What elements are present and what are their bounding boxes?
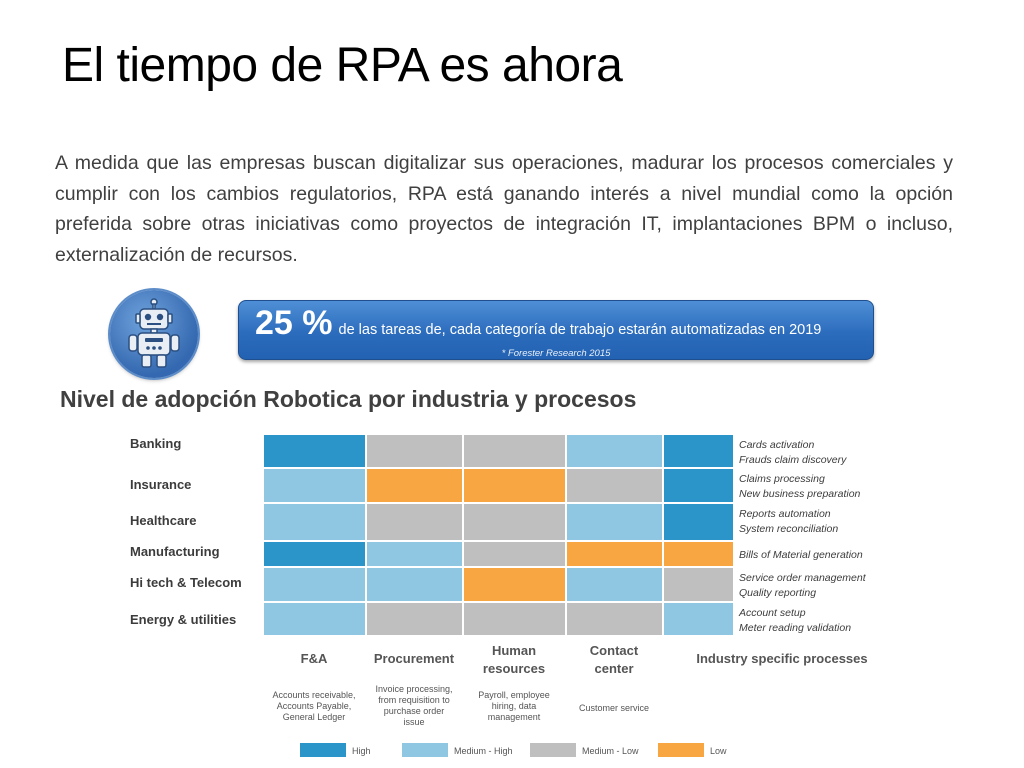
column-label-3-0: Contact — [590, 643, 639, 658]
column-desc-3-0: Customer service — [579, 703, 649, 713]
robot-icon — [128, 298, 180, 368]
column-desc-0-2: General Ledger — [283, 712, 346, 722]
column-desc-1-0: Invoice processing, — [375, 684, 452, 694]
robot-badge — [110, 290, 198, 378]
heatmap-cell-r4-c2 — [462, 566, 567, 603]
heatmap-cell-r3-c1 — [365, 540, 464, 568]
heatmap-cell-r4-c4 — [662, 566, 735, 603]
legend-label-2: Medium - Low — [582, 746, 639, 756]
column-desc-0-1: Accounts Payable, — [277, 701, 352, 711]
heatmap-cell-r1-c1 — [365, 467, 464, 504]
heatmap-cell-r0-c0 — [262, 433, 367, 469]
row-label-0: Banking — [130, 436, 181, 451]
column-desc-0-0: Accounts receivable, — [272, 690, 355, 700]
column-desc-2-2: management — [488, 712, 541, 722]
legend-label-0: High — [352, 746, 371, 756]
heatmap-cell-r3-c2 — [462, 540, 567, 568]
stat-banner: 25 % de las tareas de, cada categoría de … — [238, 300, 874, 360]
heatmap-cell-r4-c0 — [262, 566, 367, 603]
heatmap-cell-r2-c1 — [365, 502, 464, 542]
column-label-0-0: F&A — [301, 651, 328, 666]
heatmap-cell-r2-c2 — [462, 502, 567, 542]
heatmap-cell-r0-c3 — [565, 433, 664, 469]
heatmap-cell-r1-c3 — [565, 467, 664, 504]
industry-process-r4-0: Service order management — [739, 572, 867, 584]
row-label-2: Healthcare — [130, 513, 196, 528]
heatmap-cell-r5-c0 — [262, 601, 367, 637]
stat-value: 25 % — [255, 304, 333, 342]
heatmap-cell-r0-c2 — [462, 433, 567, 469]
industry-process-r4-1: Quality reporting — [739, 587, 816, 599]
industry-process-r3-0: Bills of Material generation — [739, 549, 863, 561]
industry-process-r0-0: Cards activation — [739, 439, 814, 451]
heatmap-cell-r1-c2 — [462, 467, 567, 504]
column-desc-2-0: Payroll, employee — [478, 690, 550, 700]
heatmap-cell-r0-c4 — [662, 433, 735, 469]
heatmap-cell-r1-c0 — [262, 467, 367, 504]
heatmap-cell-r2-c0 — [262, 502, 367, 542]
legend-label-1: Medium - High — [454, 746, 513, 756]
legend-swatch-2 — [530, 743, 576, 757]
heatmap-cell-r1-c4 — [662, 467, 735, 504]
heatmap-cell-r4-c3 — [565, 566, 664, 603]
heatmap-cell-r5-c2 — [462, 601, 567, 637]
stat-text: de las tareas de, cada categoría de trab… — [338, 322, 822, 338]
legend-swatch-1 — [402, 743, 448, 757]
slide-title: El tiempo de RPA es ahora — [62, 39, 623, 92]
row-label-1: Insurance — [130, 477, 191, 492]
industry-process-r1-1: New business preparation — [739, 488, 861, 500]
industry-process-r5-1: Meter reading validation — [739, 622, 851, 634]
industry-process-r0-1: Frauds claim discovery — [739, 454, 847, 466]
column-label-2-0: Human — [492, 643, 536, 658]
column-desc-2-1: hiring, data — [492, 701, 537, 711]
column-label-3-1: center — [594, 661, 633, 676]
legend-label-3: Low — [710, 746, 727, 756]
heatmap-cell-r5-c4 — [662, 601, 735, 637]
column-desc-1-2: purchase order — [384, 706, 445, 716]
industry-process-r2-0: Reports automation — [739, 508, 831, 520]
industry-process-r2-1: System reconciliation — [739, 523, 838, 535]
industry-process-r1-0: Claims processing — [739, 473, 825, 485]
heatmap-cell-r0-c1 — [365, 433, 464, 469]
heatmap-cell-r2-c4 — [662, 502, 735, 542]
row-label-5: Energy & utilities — [130, 612, 236, 627]
chart-title: Nivel de adopción Robotica por industria… — [60, 386, 637, 412]
row-label-3: Manufacturing — [130, 544, 220, 559]
heatmap-cell-r5-c1 — [365, 601, 464, 637]
heatmap-cell-r3-c0 — [262, 540, 367, 568]
legend-swatch-0 — [300, 743, 346, 757]
heatmap-cell-r5-c3 — [565, 601, 664, 637]
row-label-4: Hi tech & Telecom — [130, 575, 242, 590]
heatmap-cell-r3-c4 — [662, 540, 735, 568]
stat-source: * Forester Research 2015 — [501, 348, 611, 359]
industry-process-r5-0: Account setup — [738, 607, 806, 619]
column-label-2-1: resources — [483, 661, 545, 676]
heatmap-cell-r2-c3 — [565, 502, 664, 542]
heatmap-cell-r4-c1 — [365, 566, 464, 603]
column-desc-1-1: from requisition to — [378, 695, 450, 705]
intro-paragraph: A medida que las empresas buscan digital… — [55, 152, 953, 266]
column-label-4-0: Industry specific processes — [696, 651, 867, 666]
column-desc-1-3: issue — [403, 717, 424, 727]
heatmap-cell-r3-c3 — [565, 540, 664, 568]
legend-swatch-3 — [658, 743, 704, 757]
column-label-1-0: Procurement — [374, 651, 455, 666]
